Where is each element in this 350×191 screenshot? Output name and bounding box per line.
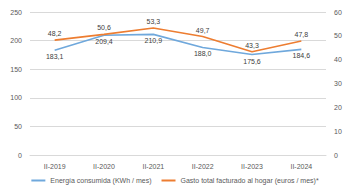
svg-text:20: 20: [334, 104, 342, 111]
svg-text:10: 10: [334, 128, 342, 135]
svg-text:II-2023: II-2023: [241, 163, 263, 170]
svg-text:60: 60: [334, 9, 342, 16]
svg-text:0: 0: [334, 152, 338, 159]
svg-text:50,6: 50,6: [97, 24, 111, 31]
svg-text:210,9: 210,9: [145, 37, 163, 44]
svg-text:50: 50: [14, 123, 22, 130]
svg-text:150: 150: [10, 66, 22, 73]
svg-text:43,3: 43,3: [245, 42, 259, 49]
svg-text:II-2019: II-2019: [44, 163, 66, 170]
svg-text:0: 0: [18, 152, 22, 159]
svg-text:II-2024: II-2024: [290, 163, 312, 170]
svg-text:II-2022: II-2022: [192, 163, 214, 170]
svg-text:250: 250: [10, 9, 22, 16]
svg-text:Gasto total facturado al hogar: Gasto total facturado al hogar (euros / …: [181, 177, 319, 185]
svg-text:183,1: 183,1: [46, 53, 64, 60]
svg-text:II-2020: II-2020: [93, 163, 115, 170]
svg-text:30: 30: [334, 80, 342, 87]
svg-text:100: 100: [10, 94, 22, 101]
svg-text:188,0: 188,0: [194, 50, 212, 57]
svg-text:47,8: 47,8: [295, 31, 309, 38]
svg-text:209,4: 209,4: [95, 38, 113, 45]
svg-text:49,7: 49,7: [196, 27, 210, 34]
svg-text:50: 50: [334, 32, 342, 39]
svg-text:53,3: 53,3: [147, 18, 161, 25]
svg-text:40: 40: [334, 56, 342, 63]
svg-text:48,2: 48,2: [48, 30, 62, 37]
svg-text:184,6: 184,6: [293, 52, 311, 59]
svg-text:II-2021: II-2021: [142, 163, 164, 170]
svg-text:200: 200: [10, 37, 22, 44]
svg-text:175,6: 175,6: [243, 58, 261, 65]
svg-text:Energía consumida (KWh / mes): Energía consumida (KWh / mes): [50, 177, 151, 185]
